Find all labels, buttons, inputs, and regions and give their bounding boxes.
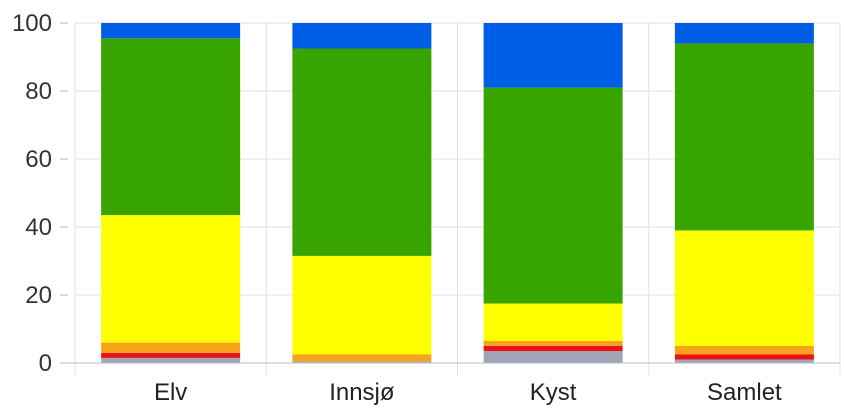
- bar-segment: [292, 354, 432, 362]
- bar-segment: [483, 351, 623, 363]
- x-tick-label: Kyst: [530, 379, 577, 406]
- y-tick-label: 80: [25, 78, 52, 105]
- bar-segment: [483, 340, 623, 346]
- x-tick-label: Samlet: [707, 379, 782, 406]
- bar-segment: [292, 255, 432, 355]
- y-tick-label: 20: [25, 282, 52, 309]
- bar-segment: [101, 357, 241, 363]
- bar-segment: [674, 43, 814, 231]
- bar-segment: [101, 23, 241, 39]
- bar-segment: [101, 352, 241, 358]
- bar-segment: [101, 38, 241, 216]
- bar-segment: [483, 303, 623, 341]
- labels: 0 20 40 60 80 100 Elv Innsjø Kyst Samlet: [12, 10, 782, 406]
- bars: [101, 23, 814, 363]
- bar-segment: [674, 359, 814, 363]
- y-tick-label: 40: [25, 214, 52, 241]
- bar-segment: [674, 346, 814, 355]
- bar-segment: [483, 87, 623, 304]
- bar-segment: [674, 23, 814, 44]
- bar-segment: [483, 346, 623, 352]
- bar-segment: [292, 361, 432, 363]
- y-tick-label: 60: [25, 146, 52, 173]
- bar-segment: [292, 23, 432, 49]
- x-tick-label: Elv: [154, 379, 187, 406]
- bar-segment: [101, 215, 241, 343]
- y-tick-label: 100: [12, 10, 52, 37]
- bar-segment: [674, 230, 814, 346]
- x-tick-label: Innsjø: [329, 379, 395, 406]
- y-tick-label: 0: [39, 350, 52, 377]
- bar-segment: [674, 354, 814, 360]
- axes: [60, 22, 840, 364]
- bar-segment: [292, 48, 432, 256]
- bar-segment: [483, 23, 623, 88]
- bar-segment: [101, 342, 241, 353]
